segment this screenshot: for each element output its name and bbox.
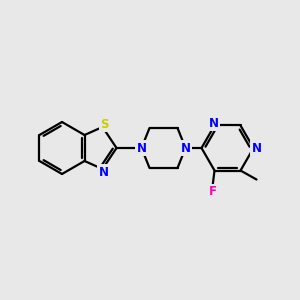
Text: N: N <box>208 117 218 130</box>
Text: N: N <box>98 166 109 178</box>
Text: S: S <box>100 118 109 130</box>
Text: N: N <box>181 142 190 154</box>
Text: N: N <box>251 142 262 154</box>
Text: F: F <box>208 185 217 198</box>
Text: N: N <box>136 142 146 154</box>
